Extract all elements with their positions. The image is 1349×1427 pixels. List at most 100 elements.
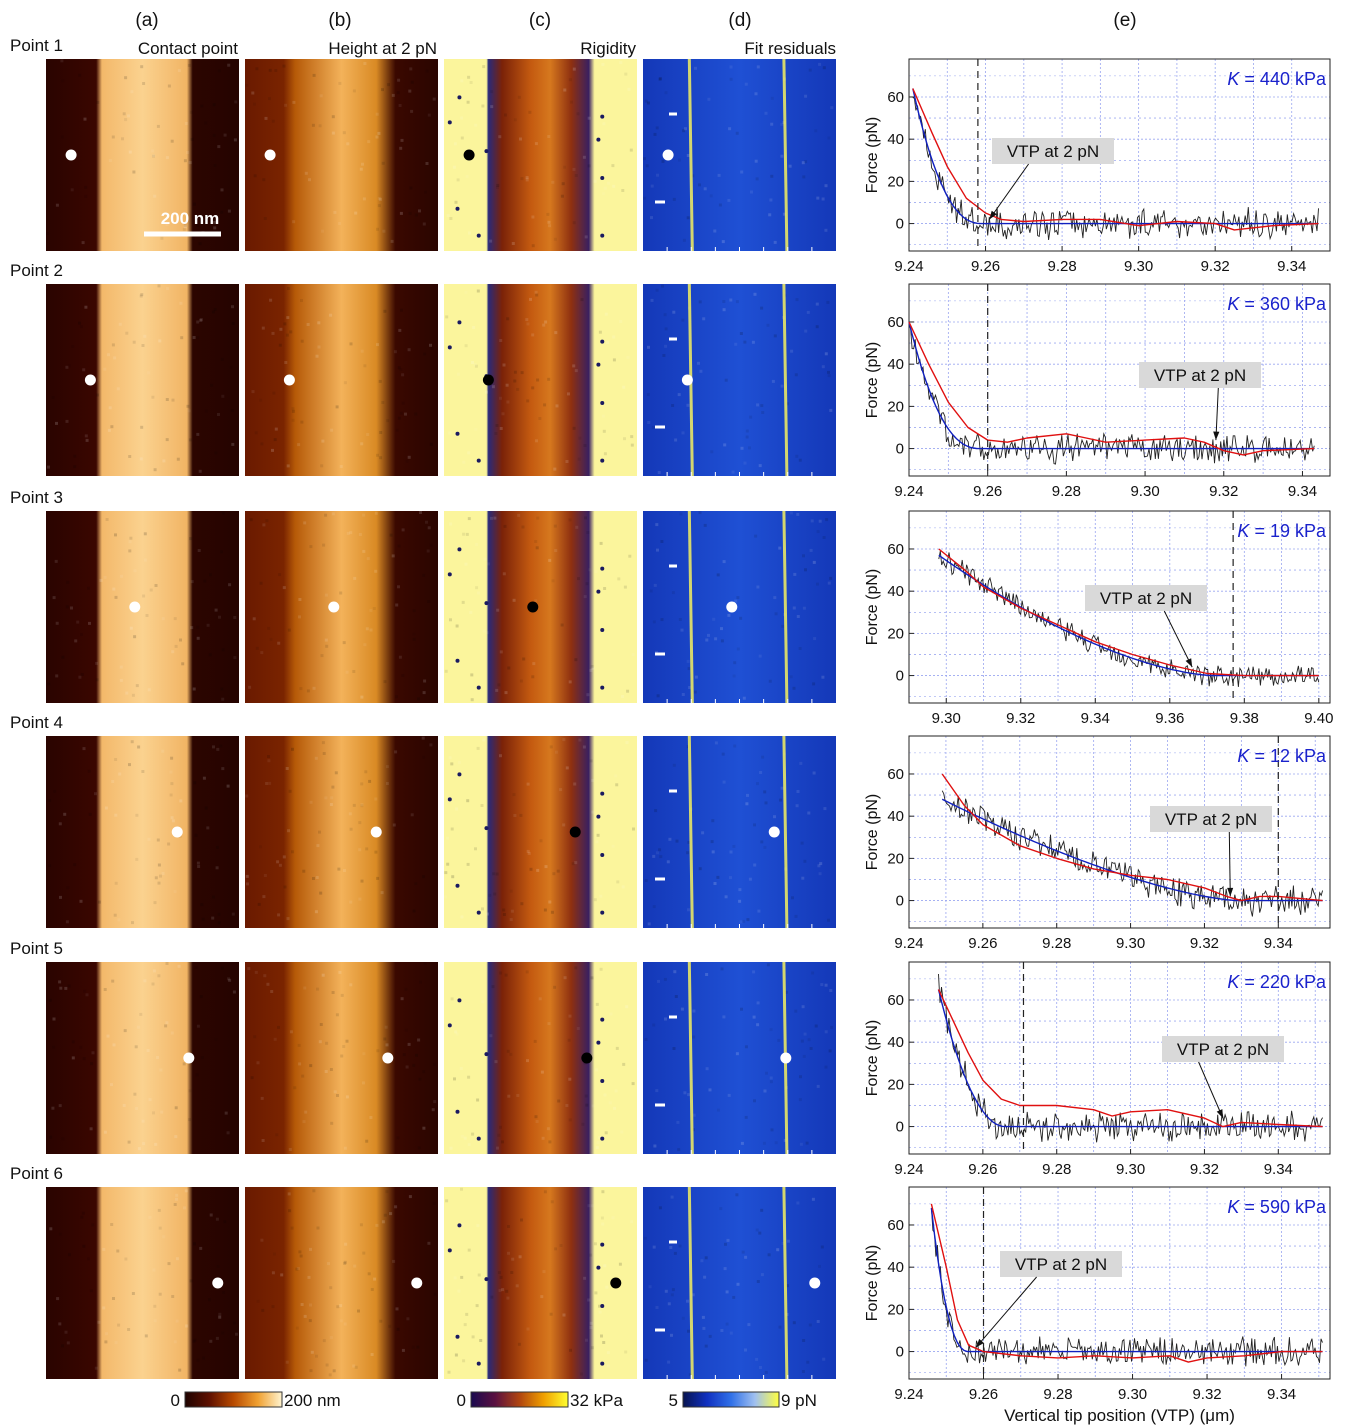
- map-texture: [259, 845, 262, 849]
- map-texture: [261, 1308, 265, 1312]
- map-texture: [349, 531, 353, 535]
- map-texture: [51, 1106, 55, 1110]
- map-texture: [467, 1075, 471, 1079]
- map-texture: [571, 862, 575, 866]
- map-texture: [196, 320, 200, 324]
- map-texture: [499, 339, 503, 342]
- rigidity-dot: [476, 685, 481, 690]
- map-texture: [368, 779, 372, 783]
- map-texture: [215, 1217, 219, 1221]
- map-texture: [47, 682, 51, 686]
- map-texture: [475, 543, 479, 546]
- map-texture: [606, 1351, 610, 1355]
- map-texture: [271, 331, 275, 335]
- colorbar: [682, 1391, 780, 1408]
- map-texture: [271, 119, 275, 123]
- map-texture: [818, 872, 822, 876]
- map-texture: [117, 1323, 121, 1327]
- map-texture: [786, 1239, 790, 1243]
- map-texture: [760, 404, 764, 408]
- map-texture: [362, 197, 366, 201]
- map-texture: [600, 1334, 603, 1338]
- map-texture: [720, 627, 723, 631]
- map-texture: [148, 1098, 152, 1102]
- map-texture: [630, 435, 634, 439]
- map-texture: [48, 864, 52, 868]
- map-texture: [55, 421, 58, 425]
- rigidity-map: [444, 284, 637, 476]
- rigidity-dot: [476, 233, 481, 238]
- map-texture: [446, 214, 450, 218]
- map-texture: [698, 300, 702, 304]
- map-texture: [580, 1372, 583, 1376]
- map-texture: [713, 229, 717, 233]
- map-texture: [378, 197, 382, 201]
- map-texture: [758, 654, 762, 658]
- residuals-map: [643, 283, 836, 477]
- map-texture: [143, 532, 147, 536]
- map-texture: [608, 1101, 612, 1105]
- rigidity-dot: [447, 345, 452, 350]
- map-texture: [494, 1060, 498, 1064]
- map-texture: [114, 1341, 118, 1345]
- map-texture: [460, 1134, 464, 1138]
- map-texture: [683, 1091, 687, 1095]
- map-texture: [693, 690, 697, 694]
- map-texture: [518, 1255, 522, 1259]
- plot-frame: [908, 510, 1331, 704]
- map-texture: [78, 73, 82, 77]
- map-texture: [291, 407, 295, 411]
- map-texture: [815, 302, 819, 306]
- map-texture: [381, 88, 384, 92]
- map-image: [245, 736, 438, 928]
- map-texture: [199, 1246, 203, 1250]
- map-texture: [269, 637, 273, 641]
- map-texture: [259, 398, 263, 402]
- map-texture: [483, 557, 487, 561]
- map-texture: [261, 1139, 265, 1142]
- map-texture: [826, 300, 830, 304]
- map-texture: [742, 919, 746, 923]
- map-texture: [274, 69, 278, 72]
- annotation-text: VTP at 2 pN: [1007, 142, 1099, 161]
- map-texture: [795, 804, 799, 808]
- map-texture: [584, 1094, 588, 1098]
- map-texture: [118, 772, 122, 776]
- map-texture: [507, 666, 511, 670]
- map-texture: [755, 177, 759, 181]
- map-texture: [496, 183, 500, 187]
- rigidity-dot: [600, 339, 605, 344]
- map-texture: [292, 220, 296, 224]
- map-texture: [487, 562, 490, 566]
- map-texture: [340, 1054, 344, 1058]
- rigidity-dot: [600, 628, 605, 633]
- map-texture: [822, 66, 826, 70]
- map-texture: [502, 908, 506, 912]
- height-map: [245, 511, 438, 703]
- map-image: [444, 1187, 637, 1379]
- row-label: Point 5: [10, 939, 63, 958]
- map-texture: [407, 1042, 411, 1046]
- map-texture: [301, 1074, 305, 1078]
- point-marker: [328, 601, 340, 613]
- map-texture: [816, 582, 819, 586]
- map-texture: [583, 1276, 587, 1280]
- map-texture: [79, 1045, 83, 1049]
- map-texture: [824, 184, 828, 188]
- map-texture: [825, 518, 829, 522]
- map-texture: [648, 1285, 652, 1289]
- map-image: [46, 1187, 239, 1379]
- map-texture: [151, 982, 155, 986]
- map-texture: [135, 813, 139, 817]
- map-texture: [816, 530, 820, 534]
- map-texture: [203, 579, 207, 583]
- map-texture: [670, 1195, 674, 1199]
- map-texture: [480, 804, 484, 807]
- map-texture: [531, 215, 535, 219]
- map-texture: [755, 1357, 759, 1361]
- map-texture: [360, 879, 364, 883]
- map-texture: [756, 1023, 760, 1027]
- map-texture: [729, 65, 733, 69]
- map-texture: [506, 1049, 510, 1053]
- map-texture: [250, 1076, 254, 1080]
